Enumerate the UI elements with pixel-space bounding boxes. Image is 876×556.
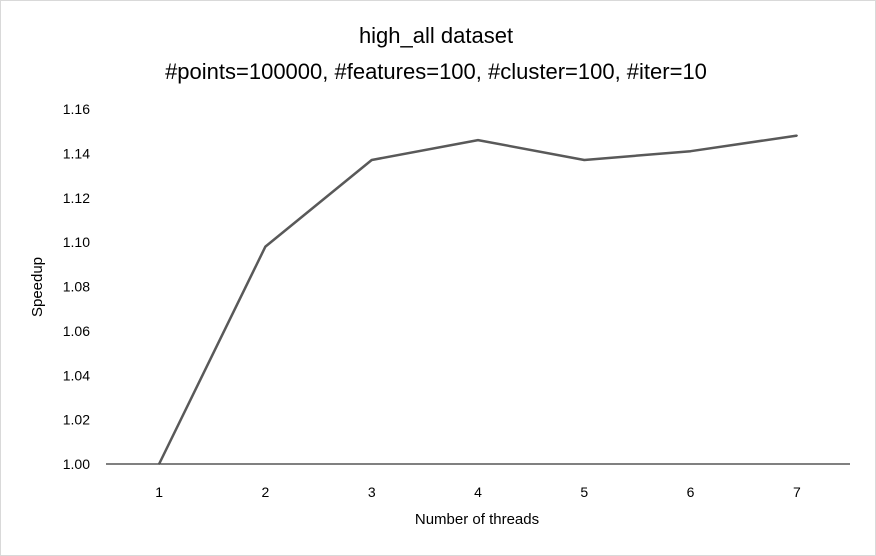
y-tick-label: 1.02: [63, 412, 90, 428]
y-axis-label: Speedup: [29, 257, 46, 317]
y-tick-label: 1.08: [63, 279, 90, 295]
x-tick-label: 5: [580, 484, 588, 500]
y-tick-label: 1.12: [63, 190, 90, 206]
x-axis-label: Number of threads: [415, 511, 539, 528]
y-tick-label: 1.00: [63, 456, 90, 472]
speedup-series-line: [157, 134, 798, 465]
data-point: [264, 245, 267, 248]
data-point: [689, 150, 692, 153]
series-group: [157, 134, 798, 465]
x-axis-ticks: 1 2 3 4 5 6 7: [155, 484, 801, 500]
y-tick-label: 1.06: [63, 323, 90, 339]
y-tick-label: 1.16: [63, 101, 90, 117]
data-point: [158, 463, 161, 465]
y-axis-ticks: 1.00 1.02 1.04 1.06 1.08 1.10 1.12 1.14 1.16: [63, 101, 90, 472]
x-tick-label: 6: [687, 484, 695, 500]
x-tick-label: 2: [262, 484, 270, 500]
x-tick-label: 1: [155, 484, 163, 500]
x-tick-label: 4: [474, 484, 482, 500]
x-tick-label: 7: [793, 484, 801, 500]
data-point: [795, 134, 798, 137]
chart-title: high_all dataset: [359, 23, 513, 48]
y-tick-label: 1.14: [63, 145, 90, 161]
data-point: [477, 139, 479, 142]
data-point: [370, 159, 373, 162]
x-tick-label: 3: [368, 484, 376, 500]
y-tick-label: 1.10: [63, 234, 90, 250]
data-point: [583, 159, 586, 162]
y-tick-label: 1.04: [63, 367, 90, 383]
chart-subtitle: #points=100000, #features=100, #cluster=…: [165, 59, 707, 84]
